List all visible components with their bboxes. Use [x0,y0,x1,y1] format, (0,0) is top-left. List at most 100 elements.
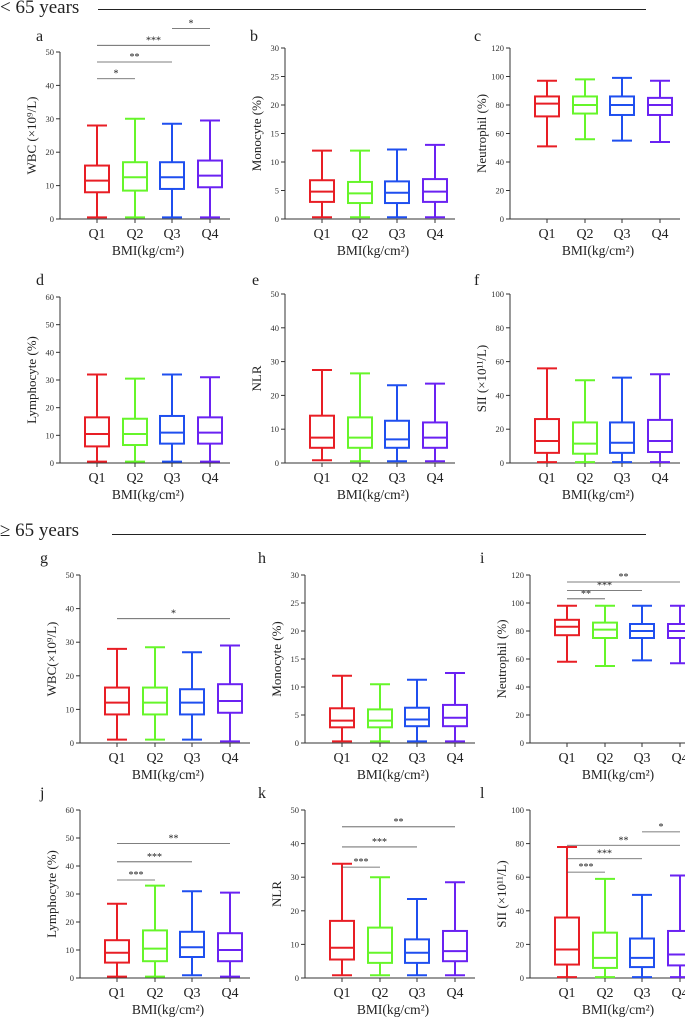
chart-panel-c-y-tick-label: 0 [500,214,504,224]
chart-panel-k-y-axis-title: NLR [269,881,284,907]
chart-panel-c-y-tick-label: 80 [496,100,505,110]
chart-panel-g-box-Q3 [179,651,205,741]
iqr-box [647,96,673,116]
chart-panel-j-box-Q3 [179,890,205,977]
chart-panel-b-y-tick-label: 15 [271,129,280,139]
chart-panel-c-category-label: Q2 [576,227,593,242]
chart-panel-j-y-axis-title: Lymphocyte (%) [44,850,59,938]
chart-panel-f-letter: f [474,272,480,289]
chart-panel-f-y-tick-label: 40 [496,390,505,400]
chart-panel-c-category-label: Q3 [613,227,630,242]
chart-panel-g-category-label: Q1 [108,751,125,766]
chart-panel-f-y-tick-label: 0 [500,458,504,468]
chart-panel-k-y-tick-label: 10 [291,939,300,949]
iqr-box [84,164,110,194]
iqr-box [422,178,448,203]
chart-panel-g-category-label: Q3 [183,751,200,766]
chart-panel-l-category-label: Q4 [671,986,685,1001]
chart-panel-j: 0 10 20 30 40 50 60 Q1 Q2 Q3 Q4 BMI(kg/cm²) Lymphocy… [44,805,250,1017]
chart-panel-c-y-axis-title: Neutrophil (%) [474,94,489,173]
chart-panel-b-category-label: Q2 [351,227,368,242]
chart-panel-a-y-tick-label: 0 [50,214,54,224]
chart-panel-l-y-tick-label: 100 [511,805,524,815]
chart-panel-c-box-Q1 [534,79,560,148]
chart-panel-e: 0 10 20 30 40 50 Q1 Q2 Q3 Q4 BMI(kg/cm²) NLR [249,289,455,502]
iqr-box [384,419,410,449]
chart-panel-d-y-tick-label: 60 [46,292,55,302]
chart-panel-h-y-axis-title: Monocyte (%) [269,621,284,696]
chart-panel-h-y-tick-label: 20 [291,626,300,636]
chart-panel-k-category-label: Q3 [408,986,425,1001]
chart-panel-a-category-label: Q1 [88,227,105,242]
section-divider-65-plus [112,534,646,535]
chart-panel-d-y-tick-label: 40 [46,347,55,357]
chart-panel-i-y-tick-label: 120 [511,570,524,580]
chart-panel-l-x-axis-title: BMI(kg/cm²) [582,1002,654,1017]
chart-panel-d-y-tick-label: 20 [46,403,55,413]
chart-panel-i-category-label: Q3 [633,751,650,766]
chart-panel-j-y-tick-label: 20 [66,917,75,927]
iqr-box [104,939,130,964]
chart-panel-e-y-tick-label: 40 [271,323,280,333]
chart-panel-k-y-tick-label: 30 [291,872,300,882]
chart-panel-c: 0 20 40 60 80 100 120 Q1 Q2 Q3 Q4 BMI(kg/cm²) Neutro… [474,43,680,258]
chart-panel-k-significance-label: ** [394,817,404,828]
chart-panel-b-box-Q4 [422,143,448,219]
chart-panel-k-y-tick-label: 50 [291,805,300,815]
chart-panel-i-box-Q3 [629,604,655,662]
chart-panel-a-y-tick-label: 50 [46,47,55,57]
chart-panel-g-letter: g [40,550,48,567]
chart-panel-d-category-label: Q3 [163,471,180,486]
chart-panel-h-x-axis-title: BMI(kg/cm²) [357,767,429,782]
iqr-box [592,931,618,969]
chart-panel-i-y-tick-label: 60 [516,654,525,664]
chart-panel-f-x-axis-title: BMI(kg/cm²) [562,487,634,502]
chart-panel-e-category-label: Q1 [313,471,330,486]
chart-panel-l-box-Q3 [629,893,655,979]
iqr-box [329,707,355,729]
chart-panel-b-box-Q3 [384,148,410,219]
iqr-box [179,930,205,959]
chart-panel-i-significance-label: ** [581,589,591,600]
chart-panel-h-y-tick-label: 15 [291,654,300,664]
chart-panel-l-letter: l [480,785,485,802]
chart-panel-j-category-label: Q1 [108,986,125,1001]
chart-panel-e-box-Q4 [422,382,448,463]
chart-panel-d-y-tick-label: 0 [50,458,54,468]
chart-panel-a-box-Q3 [159,122,185,219]
chart-panel-e-y-tick-label: 30 [271,357,280,367]
chart-panel-j-category-label: Q3 [183,986,200,1001]
chart-panel-g-x-axis-title: BMI(kg/cm²) [132,767,204,782]
section-title-under-65: < 65 years [0,0,80,18]
chart-panel-c-box-Q2 [572,78,598,141]
chart-panel-h-category-label: Q1 [333,751,350,766]
chart-panel-c-letter: c [474,28,482,45]
iqr-box [197,416,223,445]
chart-panel-c-category-label: Q1 [538,227,555,242]
iqr-box [347,416,373,449]
chart-panel-i-box-Q4 [667,604,685,665]
chart-panel-f-box-Q2 [572,379,598,464]
iqr-box [159,414,185,445]
chart-panel-i-y-tick-label: 20 [516,710,525,720]
chart-panel-f-y-tick-label: 100 [491,289,504,299]
chart-panel-e-letter: e [252,272,260,289]
chart-panel-k-category-label: Q4 [446,986,463,1001]
iqr-box [309,414,335,449]
chart-panel-c-y-tick-label: 120 [491,43,504,53]
chart-panel-b-y-tick-label: 10 [271,157,280,167]
iqr-box [554,916,580,966]
chart-panel-j-category-label: Q4 [221,986,238,1001]
chart-panel-f-box-Q4 [647,373,673,464]
chart-panel-l-significance-label: * [659,822,664,833]
chart-panel-a-category-label: Q4 [201,227,218,242]
chart-panel-a-y-tick-label: 40 [46,80,55,90]
chart-panel-g-y-tick-label: 50 [66,570,75,580]
chart-panel-i-x-axis-title: BMI(kg/cm²) [582,767,654,782]
chart-panel-k-y-tick-label: 40 [291,839,300,849]
chart-panel-g-box-Q4 [217,644,243,743]
chart-panel-l-significance-label: *** [597,849,612,860]
chart-panel-b-category-label: Q3 [388,227,405,242]
chart-panel-k-letter: k [258,785,266,802]
